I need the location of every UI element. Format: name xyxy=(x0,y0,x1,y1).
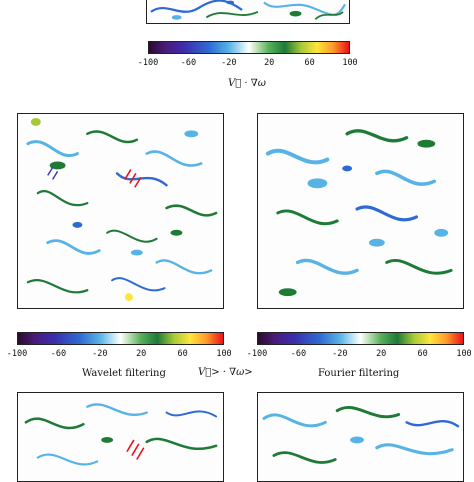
top-field-panel xyxy=(146,0,350,24)
colorbar-tick: -100 xyxy=(246,349,268,359)
wavelet-caption: Wavelet filtering xyxy=(82,368,166,379)
colorbar-tick: -100 xyxy=(6,349,28,359)
colorbar-tick: -20 xyxy=(332,349,348,359)
fourier-field-panel xyxy=(257,113,464,309)
colorbar-tick: -60 xyxy=(180,58,197,68)
colorbar-tick: 60 xyxy=(417,349,428,359)
filtered-quantity-label: V⃗> · ∇ω> xyxy=(198,367,253,378)
wavelet-colorbar xyxy=(17,332,224,345)
colorbar-tick: -60 xyxy=(50,349,67,359)
top-colorbar xyxy=(148,41,350,54)
colorbar-tick: -100 xyxy=(137,58,159,68)
wavelet-field-plot xyxy=(26,117,218,302)
colorbar-tick: 20 xyxy=(136,349,147,359)
colorbar-tick: 60 xyxy=(304,58,315,68)
colorbar-tick: 100 xyxy=(456,349,472,359)
colorbar-tick: 60 xyxy=(177,349,188,359)
colorbar-tick: 100 xyxy=(342,58,358,68)
fourier-bottom-plot xyxy=(262,406,460,464)
colorbar-tick: 20 xyxy=(376,349,387,359)
fourier-colorbar-ticks: -100 -60 -20 20 60 100 xyxy=(247,349,472,361)
wavelet-bottom-plot xyxy=(24,403,218,466)
wavelet-colorbar-ticks: -100 -60 -20 20 60 100 xyxy=(7,349,232,361)
fourier-bottom-panel xyxy=(257,392,464,482)
colorbar-tick: -20 xyxy=(221,58,237,68)
top-quantity-label: V⃗ · ∇ω xyxy=(228,78,266,89)
top-colorbar-ticks: -100 -60 -20 20 60 100 xyxy=(138,58,358,70)
colorbar-tick: 20 xyxy=(264,58,275,68)
wavelet-field-panel xyxy=(17,113,224,309)
colorbar-tick: 100 xyxy=(216,349,232,359)
fourier-colorbar xyxy=(257,332,464,345)
fourier-field-plot xyxy=(265,129,453,297)
fourier-caption: Fourier filtering xyxy=(318,368,400,379)
colorbar-tick: -20 xyxy=(92,349,108,359)
wavelet-bottom-panel xyxy=(17,392,224,482)
colorbar-tick: -60 xyxy=(290,349,307,359)
top-field-plot xyxy=(150,0,346,20)
